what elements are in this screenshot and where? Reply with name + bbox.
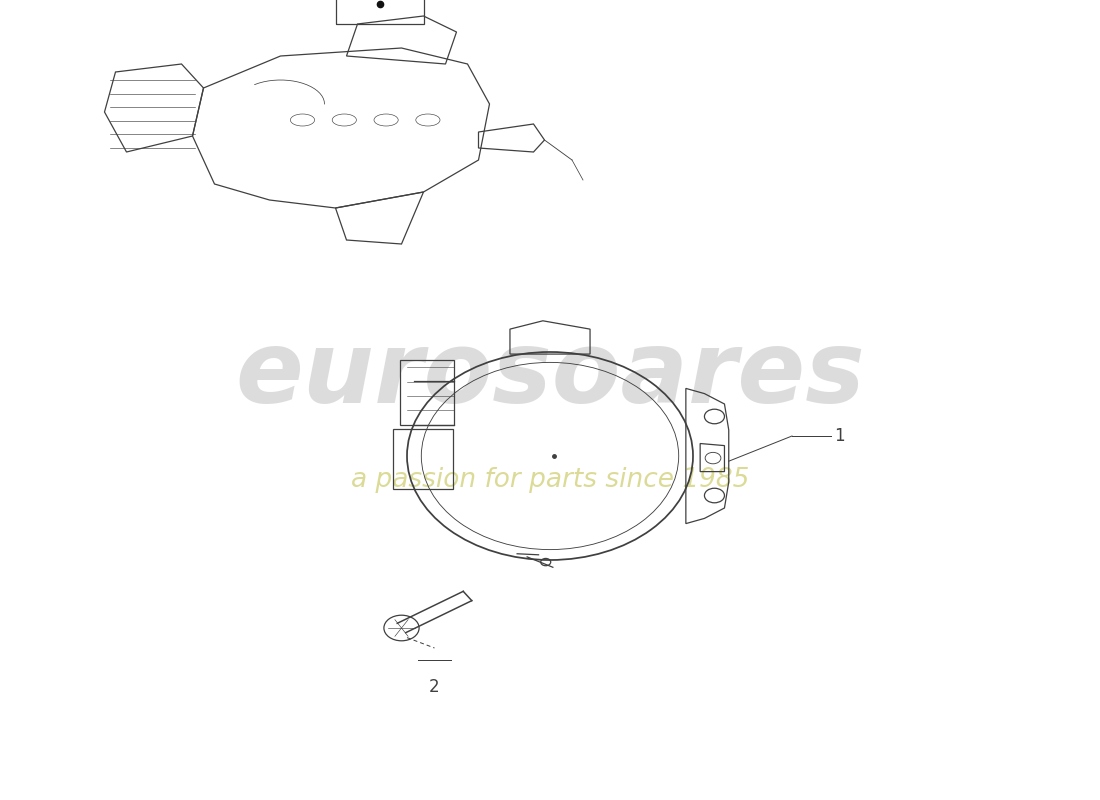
Text: 2: 2 (429, 678, 440, 695)
Text: eurosoares: eurosoares (235, 327, 865, 425)
Bar (400, 360, 454, 425)
Text: a passion for parts since 1985: a passion for parts since 1985 (351, 467, 749, 493)
Bar (336, 0, 424, 24)
Bar (393, 429, 453, 490)
Text: 1: 1 (834, 427, 845, 445)
